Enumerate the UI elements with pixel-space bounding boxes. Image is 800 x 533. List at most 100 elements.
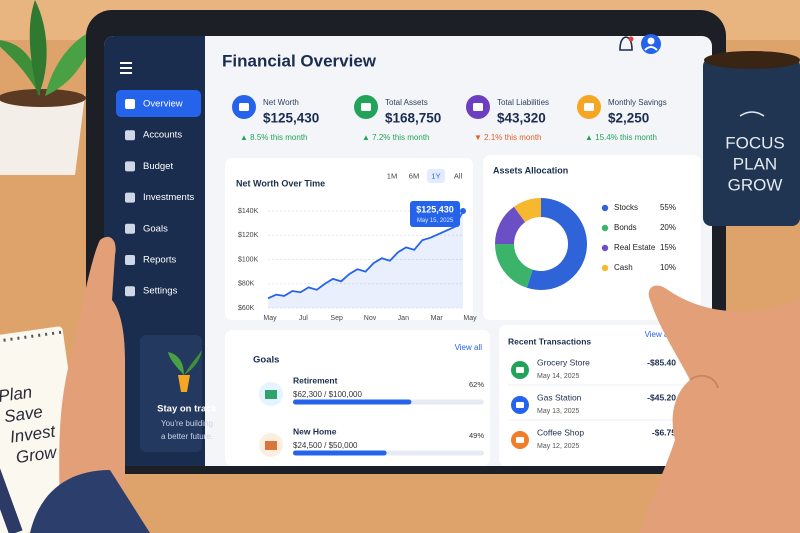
- range-selected: [427, 169, 445, 183]
- nav-icon: [125, 223, 135, 234]
- legend-value: 15%: [660, 243, 676, 252]
- kpi-value: $125,430: [263, 111, 319, 126]
- mug-word: PLAN: [733, 154, 777, 173]
- x-tick-label: Mar: [431, 315, 444, 322]
- legend-value: 55%: [660, 203, 676, 212]
- kpi-icon-glyph: [239, 103, 249, 111]
- view-all[interactable]: View all: [645, 330, 673, 339]
- left-hand: [59, 236, 126, 533]
- notepad-word: Plan: [0, 382, 33, 406]
- promo-plant: [168, 350, 202, 392]
- nav-item[interactable]: Budget: [143, 161, 173, 172]
- kpi-value: $43,320: [497, 111, 546, 126]
- donut-slice: [495, 206, 526, 244]
- range-option[interactable]: 6M: [409, 171, 419, 180]
- donut-slice: [495, 244, 533, 288]
- x-tick-label: May: [463, 315, 477, 322]
- mug: [703, 58, 800, 226]
- tx-name: Coffee Shop: [537, 427, 584, 437]
- donut-slice: [513, 198, 541, 223]
- legend-label: Real Estate: [614, 243, 656, 252]
- promo-line: a better future.: [161, 432, 213, 441]
- tx-date: May 14, 2025: [537, 373, 580, 380]
- nav-icon: [125, 130, 135, 141]
- legend-value: 20%: [660, 223, 676, 232]
- chart-title: Assets Allocation: [493, 165, 568, 175]
- tx-name: Gas Station: [537, 392, 582, 402]
- kpi-value: $2,250: [608, 111, 649, 126]
- avatar-head: [647, 37, 655, 45]
- kpi-change: ▲ 15.4% this month: [585, 133, 657, 142]
- nav-item[interactable]: Reports: [143, 255, 177, 266]
- mug-word: FOCUS: [725, 133, 785, 152]
- y-tick-label: $60K: [238, 305, 255, 312]
- legend-dot: [601, 204, 609, 212]
- plant: [0, 0, 95, 175]
- avatar-body: [644, 46, 658, 51]
- kpi-label: Net Worth: [263, 98, 299, 107]
- x-tick-label: Jul: [299, 315, 308, 322]
- nav-icon: [125, 99, 135, 109]
- chart-title: Net Worth Over Time: [236, 178, 325, 188]
- nav-item[interactable]: Settings: [143, 286, 178, 297]
- promo-line: You're building: [161, 419, 213, 428]
- tx-date: May 12, 2025: [537, 443, 580, 450]
- tx-amount: -$85.40: [647, 357, 676, 367]
- tx-amount: -$6.75: [652, 427, 676, 437]
- bell[interactable]: [619, 36, 634, 51]
- nav-icon: [125, 255, 135, 265]
- goal-amount: $24,500 / $50,000: [293, 441, 358, 450]
- nav-item[interactable]: Goals: [143, 223, 168, 234]
- legend-label: Stocks: [614, 203, 638, 212]
- kpi-label: Total Assets: [385, 98, 428, 107]
- goal-amount: $62,300 / $100,000: [293, 390, 363, 399]
- y-tick-label: $100K: [238, 256, 259, 263]
- goals-card: [225, 330, 490, 466]
- range-option[interactable]: 1Y: [431, 171, 440, 180]
- tx-name: Grocery Store: [537, 357, 590, 367]
- promo-title: Stay on track: [157, 404, 217, 415]
- progress-bar: [293, 399, 412, 405]
- progress-bar: [293, 450, 387, 456]
- goal-name: New Home: [293, 426, 337, 436]
- mug-word: GROW: [728, 175, 783, 194]
- kpi-icon-glyph: [584, 103, 594, 111]
- nav-item[interactable]: Investments: [143, 192, 194, 203]
- legend-label: Cash: [614, 263, 633, 272]
- coffee: [704, 51, 800, 69]
- nav-item[interactable]: Accounts: [143, 130, 182, 141]
- x-tick-label: Jan: [398, 315, 409, 322]
- goal-percent: 62%: [469, 380, 484, 389]
- kpi-change: ▼ 2.1% this month: [474, 133, 542, 142]
- view-all[interactable]: View all: [455, 343, 483, 352]
- nav-icon: [125, 192, 135, 203]
- active-nav: [116, 90, 201, 117]
- tooltip-value: $125,430: [416, 204, 454, 214]
- legend-dot: [601, 244, 609, 252]
- nav-icon: [125, 161, 135, 172]
- area: [268, 211, 463, 308]
- transactions-card: [499, 325, 706, 466]
- legend-dot: [601, 224, 609, 232]
- kpi-label: Total Liabilities: [497, 98, 549, 107]
- nav-icon: [125, 286, 135, 297]
- tooltip: [410, 201, 460, 227]
- tooltip-date: May 15, 2025: [417, 218, 454, 224]
- nav-item[interactable]: Overview: [143, 99, 183, 110]
- x-tick-label: May: [263, 315, 277, 322]
- tx-icon-glyph: [516, 367, 524, 373]
- page-title: Financial Overview: [222, 51, 377, 70]
- line: [267, 210, 464, 300]
- range-option[interactable]: 1M: [387, 171, 397, 180]
- line-card: [225, 158, 473, 320]
- transactions-title: Recent Transactions: [508, 336, 591, 346]
- goals-title: Goals: [253, 355, 279, 366]
- left-sleeve: [30, 470, 150, 533]
- donut-slice: [526, 198, 587, 290]
- kpi-value: $168,750: [385, 111, 441, 126]
- x-tick-label: Nov: [364, 315, 377, 322]
- range-option[interactable]: All: [454, 171, 463, 180]
